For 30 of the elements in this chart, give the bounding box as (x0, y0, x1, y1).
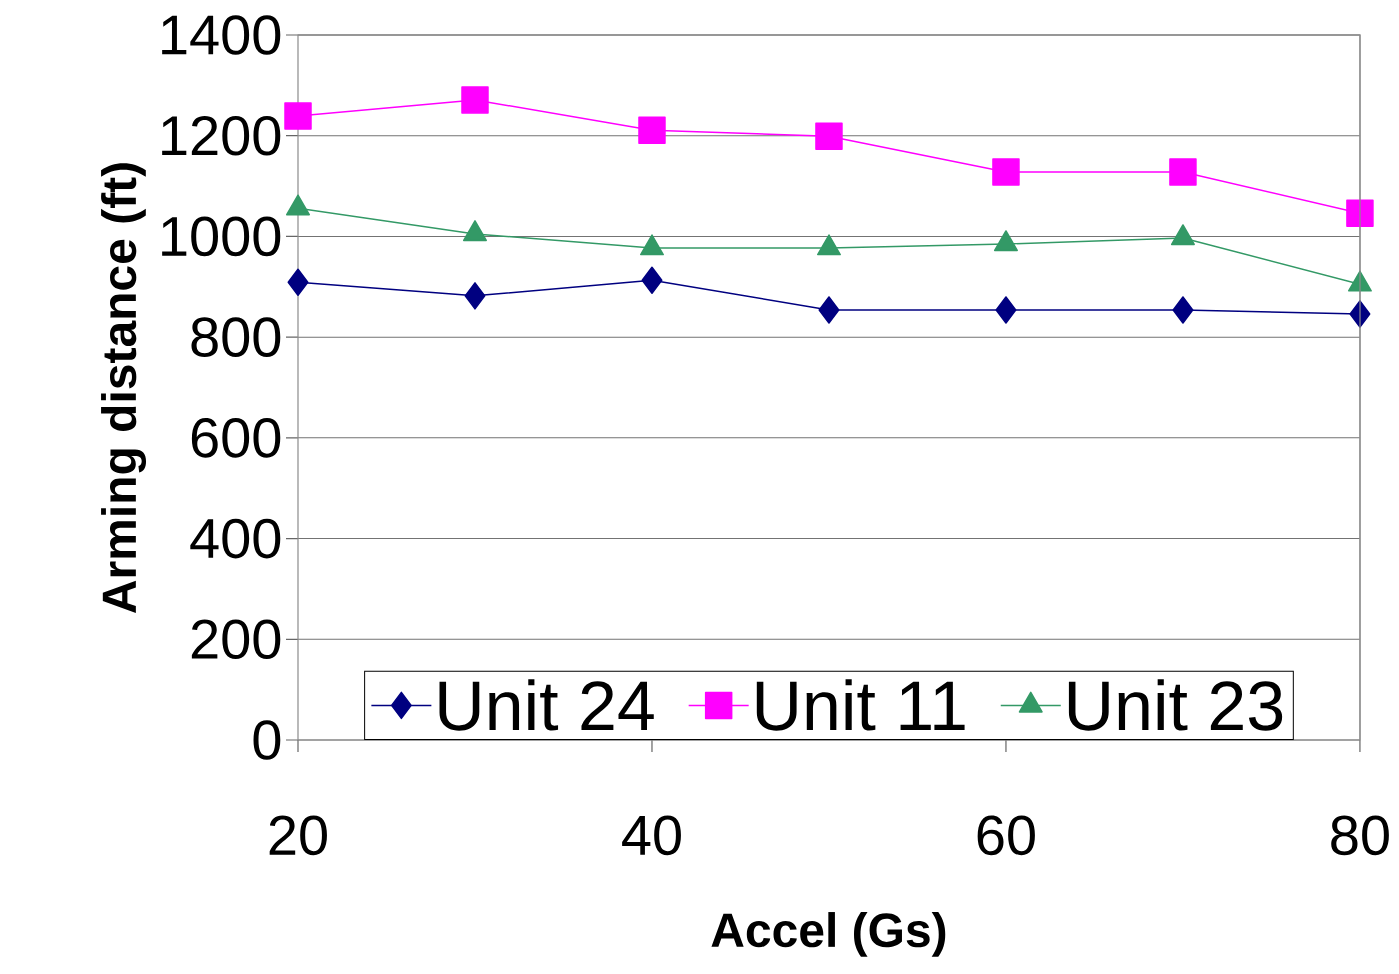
point (641, 266, 663, 294)
point (284, 102, 312, 130)
point (1172, 296, 1194, 324)
y-tick-label: 1200 (162, 115, 281, 156)
point (992, 158, 1020, 186)
point (461, 86, 489, 114)
point (464, 282, 486, 310)
y-tick-label: 1400 (162, 15, 281, 55)
y-tick-label: 800 (191, 317, 281, 357)
x-tick-label: 60 (977, 815, 1035, 856)
x-tick-label: 80 (1331, 815, 1389, 856)
y-tick-label: 1000 (162, 216, 281, 257)
y-tick-label: 200 (191, 619, 281, 660)
legend-label: Unit 23 (1068, 679, 1283, 731)
point (815, 122, 843, 150)
y-axis-title: Arming distance (ft) (101, 163, 147, 613)
x-tick-label: 20 (269, 815, 327, 856)
point (1169, 158, 1197, 186)
x-tick-label: 40 (622, 815, 681, 856)
legend-label: Unit 11 (756, 679, 965, 731)
point (995, 296, 1017, 324)
point (638, 116, 666, 144)
x-axis-title: Accel (Gs) (711, 912, 946, 957)
y-tick-label: 400 (190, 518, 281, 559)
point (1346, 199, 1374, 228)
y-tick-label: 0 (253, 720, 281, 760)
point (287, 268, 309, 296)
legend-label: Unit 24 (439, 679, 654, 731)
point (818, 296, 840, 324)
y-tick-label: 600 (191, 418, 281, 458)
